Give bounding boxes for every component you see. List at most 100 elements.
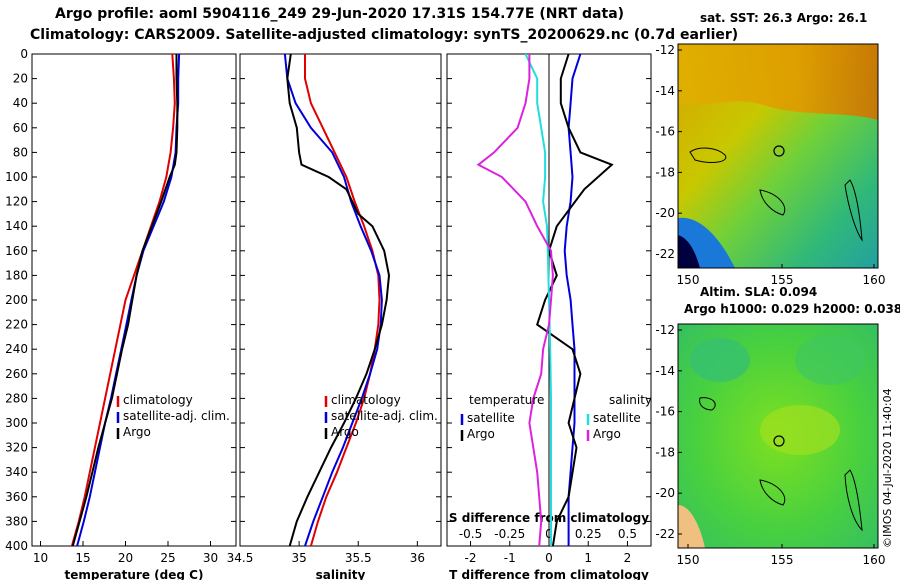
x-axis-label: T difference from climatology [449,568,649,580]
y-tick-label: 260 [5,367,28,381]
x-tick-label: 36 [410,551,425,565]
sla-map-title-1: Altim. SLA: 0.094 [700,285,817,299]
series-line-argo [286,53,391,547]
x-top-tick-label: 0.25 [575,527,602,541]
legend-label: Argo [331,425,359,439]
panel-salinity: 34.5 35 35.5 36 salinity climatology satellite… [227,53,442,580]
sla-map-frame [677,323,879,549]
series-line-argo-s [476,54,554,547]
x-tick-label: 30 [203,551,218,565]
map-y-tick-label: -16 [655,405,675,419]
map-x-tick-label: 160 [863,553,886,567]
y-tick-label: 320 [5,441,28,455]
map-x-tick-label: 155 [771,273,794,287]
y-tick-label: 280 [5,391,28,405]
x-tick-label: 20 [118,551,133,565]
series-line-satellite-adj-clim- [283,53,383,547]
y-tick-label: 360 [5,490,28,504]
sla-map-blob-c [760,405,840,455]
map-x-tick-label: 155 [771,553,794,567]
map-y-tick-label: -16 [655,125,675,139]
sst-map-coast [689,147,863,242]
map-x-tick-label: 160 [863,273,886,287]
map-y-tick-label: -22 [655,247,675,261]
y-tick-label: 100 [5,170,28,184]
y-tick-label: 120 [5,195,28,209]
x-tick-label: -1 [504,551,516,565]
title-line-1: Argo profile: aoml 5904116_249 29-Jun-20… [55,6,625,22]
sla-map-blob-b [795,335,865,385]
y-tick-label: 220 [5,318,28,332]
x-tick-label: 35.5 [345,551,372,565]
x-tick-label: 25 [160,551,175,565]
x-tick-label: 1 [584,551,592,565]
x-tick-label: 2 [624,551,632,565]
sla-map-coast [699,397,863,532]
x-tick-label: 10 [33,551,48,565]
sst-map-land [678,235,700,268]
sst-map [677,43,879,269]
sst-map-frame [677,43,879,269]
sla-map-blob-a [690,338,750,382]
legend-title-salinity: salinity [609,393,652,407]
map-y-tick-label: -18 [655,445,675,459]
x-top-tick-label: 0.5 [618,527,637,541]
y-tick-label: 340 [5,465,28,479]
sla-map-land [678,505,705,548]
y-tick-label: 80 [13,145,28,159]
map-y-tick-label: -22 [655,527,675,541]
y-tick-label: 200 [5,293,28,307]
timestamp-stamp: ©IMOS 04-Jul-2020 11:40:04 [881,388,894,548]
x-top-tick-label: -0.5 [459,527,482,541]
y-tick-label: 40 [13,96,28,110]
y-tick-label: 60 [13,121,28,135]
legend-title-temperature: temperature [469,393,544,407]
sla-map-title-2: Argo h1000: 0.029 h2000: 0.038 [684,302,900,316]
legend-label: satellite-adj. clim. [123,409,230,423]
y-tick-label: 0 [20,47,28,61]
series-line-satellite-s [524,53,552,546]
plot-frame-temperature [31,53,237,547]
x-tick-label: 34.5 [227,551,254,565]
sst-map-title: sat. SST: 26.3 Argo: 26.1 [700,11,867,25]
title-line-2: Climatology: CARS2009. Satellite-adjuste… [30,27,739,43]
map-y-tick-label: -14 [655,84,675,98]
y-tick-label: 140 [5,219,28,233]
y-tick-label: 300 [5,416,28,430]
y-tick-label: 380 [5,514,28,528]
legend-label: satellite [467,411,515,425]
map-x-tick-label: 150 [677,273,700,287]
map-y-tick-label: -20 [655,206,675,220]
x-tick-label: 0 [545,551,553,565]
sla-argo-location [773,435,785,447]
x-top-tick-label: -0.25 [494,527,525,541]
sla-map [677,323,879,549]
series-line-argo-t [536,53,614,547]
series-line-satellite-t [563,53,582,546]
series-line-argo [71,54,179,547]
sst-argo-location [773,145,785,157]
legend-label: satellite [593,411,641,425]
x-axis-label: temperature (deg C) [65,568,204,580]
y-tick-label: 180 [5,268,28,282]
legend-label: climatology [331,393,401,407]
series-line-climatology [70,53,176,547]
legend-label: Argo [467,427,495,441]
y-tick-label: 20 [13,72,28,86]
y-tick-label: 240 [5,342,28,356]
y-tick-label: 400 [5,539,28,553]
legend-label: Argo [123,425,151,439]
x-axis-label: salinity [316,568,366,580]
x-tick-label: -2 [465,551,477,565]
sst-map-warm-region [678,44,878,120]
x-tick-label: 15 [75,551,90,565]
panel-difference: -2 -1 0 1 2 T difference from climatology -0.5… [446,53,652,580]
legend-label: climatology [123,393,193,407]
map-y-tick-label: -12 [655,43,675,57]
map-y-tick-label: -20 [655,486,675,500]
map-x-tick-label: 150 [677,553,700,567]
legend-label: satellite-adj. clim. [331,409,438,423]
map-y-tick-label: -14 [655,364,675,378]
